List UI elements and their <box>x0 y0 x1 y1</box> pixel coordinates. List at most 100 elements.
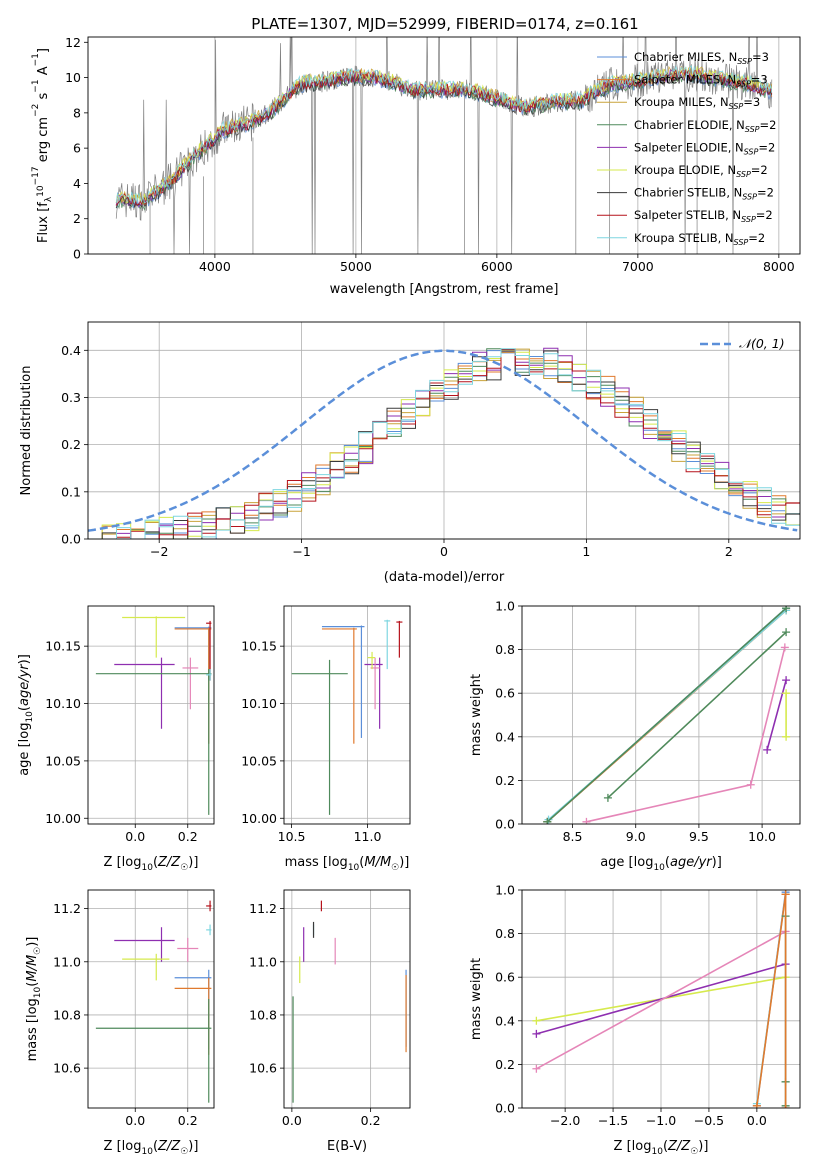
weight-line <box>607 631 787 799</box>
y-axis-label: mass weight <box>469 674 484 756</box>
panel-6: 0.0 0.2 10.6 10.8 11.0 11.2 <box>249 889 411 1128</box>
legend-label: Chabrier MILES, NSSP=3 <box>634 50 769 66</box>
y-tick-label: 0.0 <box>495 1101 515 1116</box>
grid <box>88 890 214 1108</box>
weight-line <box>586 647 786 823</box>
weight-marker <box>582 817 591 824</box>
x-tick-label: 8.5 <box>563 829 583 844</box>
x-axis-label: age [log10(age/yr)] <box>600 855 722 873</box>
errorbar-salpeter-miles <box>174 627 212 744</box>
errorbar-kroupa-stelib <box>384 619 391 670</box>
plot-frame <box>87 36 801 255</box>
y-tick-label: 10.10 <box>241 696 277 711</box>
weight-marker <box>782 689 791 698</box>
y-tick-label: 0.4 <box>495 729 515 744</box>
x-tick-label: 0 <box>440 544 448 559</box>
legend-label: Chabrier ELODIE, NSSP=2 <box>634 118 776 134</box>
errorbar-plot <box>95 616 212 815</box>
x-tick-label: 10.5 <box>278 829 306 844</box>
model-spectrum-kroupa-elodie <box>115 66 773 206</box>
panel-7: −2.0 −1.5 −1.0 −0.5 0.0 0.0 0.2 0.4 0.6 0.8 1.0 <box>495 883 801 1128</box>
x-tick-label: 1 <box>582 544 590 559</box>
errorbar-chabrier-miles <box>321 625 365 738</box>
panel-4: 8.5 9.0 9.5 10.0 0.0 0.2 0.4 0.6 0.8 1.0 <box>495 599 801 844</box>
model-spectrum-kroupa-stelib <box>115 65 773 204</box>
panel-3: 10.5 11.0 10.00 10.05 10.10 10.15 <box>241 605 411 844</box>
histogram-salpeter-stelib <box>88 348 800 539</box>
weight-marker <box>543 817 552 824</box>
x-axis-label: Z [log10(Z/Z☉)] <box>104 1139 199 1157</box>
errorbar-salpeter-stelib <box>396 620 403 658</box>
legend-label: 𝒩(0, 1) <box>739 336 785 351</box>
y-tick-label: 10 <box>65 70 81 85</box>
y-tick-label: 10.15 <box>241 639 277 654</box>
x-tick-label: 10.0 <box>748 829 776 844</box>
x-tick-label: 8000 <box>763 259 795 274</box>
plot-frame <box>87 889 215 1109</box>
x-tick-label: −2 <box>150 544 168 559</box>
x-axis-label: (data-model)/error <box>384 570 505 585</box>
legend-label: Kroupa ELODIE, NSSP=2 <box>634 163 768 179</box>
y-axis-label: mass weight <box>469 958 484 1040</box>
weight-marker <box>782 606 791 613</box>
weight-marker <box>782 676 791 685</box>
weight-line <box>536 930 786 1070</box>
errorbar-chabrier-elodie <box>95 999 212 1103</box>
weight-marker <box>532 1016 541 1025</box>
x-axis-label: Z [log10(Z/Z☉)] <box>614 1139 709 1157</box>
x-tick-label: 0.2 <box>178 1113 198 1128</box>
x-tick-label: 5000 <box>340 259 372 274</box>
y-tick-label: 10.05 <box>241 753 277 768</box>
x-tick-label: 0.0 <box>282 1113 302 1128</box>
plot-frame <box>521 889 801 1109</box>
weight-marker <box>782 732 791 741</box>
y-tick-label: 10.8 <box>249 1007 277 1022</box>
x-axis-label: E(B-V) <box>327 1139 367 1154</box>
histogram-kroupa-stelib <box>88 348 800 539</box>
errorbar-pink <box>177 937 199 962</box>
figure-title: PLATE=1307, MJD=52999, FIBERID=0174, z=0… <box>251 15 638 33</box>
y-tick-label: 0.6 <box>495 970 515 985</box>
weight-series-salpeter-miles <box>752 890 790 1108</box>
y-tick-label: 11.0 <box>249 954 277 969</box>
y-tick-label: 0.3 <box>61 390 81 405</box>
grid <box>88 322 800 540</box>
y-tick-label: 0.4 <box>61 343 81 358</box>
errorbar-salpeter-miles <box>174 977 212 1055</box>
x-tick-label: 2 <box>725 544 733 559</box>
x-tick-label: 0.0 <box>125 1113 145 1128</box>
errorbar-kroupa-stelib <box>206 669 212 681</box>
weight-line <box>546 607 787 823</box>
spectrum-plot <box>115 37 773 254</box>
plot-frame <box>87 321 801 540</box>
y-tick-label: 8 <box>73 105 81 120</box>
y-tick-label: 10.6 <box>53 1061 81 1076</box>
errorbar-salpeter-miles <box>321 627 357 744</box>
x-axis-label: mass [log10(M/M☉)] <box>285 855 410 873</box>
panel-1: −2 −1 0 1 2 0.0 0.1 0.2 0.3 0.4 𝒩(0, 1) (data-model… <box>19 321 801 585</box>
legend-label: Salpeter ELODIE, NSSP=2 <box>634 140 775 156</box>
plot-frame <box>87 605 215 825</box>
weight-series-kroupa-elodie <box>782 689 791 741</box>
errorbar-salpeter-elodie <box>114 927 175 962</box>
grid <box>88 606 214 824</box>
weight-marker <box>763 745 772 754</box>
x-tick-label: −0.5 <box>694 1113 724 1128</box>
y-tick-label: 0.8 <box>495 642 515 657</box>
legend-label: Chabrier STELIB, NSSP=2 <box>634 186 774 202</box>
errorbar-salpeter-stelib <box>206 900 212 912</box>
weight-marker <box>532 1029 541 1038</box>
errorbar-pink <box>182 657 199 710</box>
legend-label: Salpeter STELIB, NSSP=2 <box>634 208 773 224</box>
x-tick-label: 7000 <box>622 259 654 274</box>
x-tick-label: 9.5 <box>689 829 709 844</box>
plot-frame <box>283 889 411 1109</box>
x-tick-label: −2.0 <box>550 1113 580 1128</box>
y-axis-label: Normed distribution <box>19 366 34 496</box>
x-tick-label: 0.2 <box>178 829 198 844</box>
weight-line <box>536 963 786 1035</box>
y-tick-label: 0.4 <box>495 1013 515 1028</box>
x-tick-label: 11.0 <box>354 829 382 844</box>
weight-plot <box>532 890 790 1108</box>
